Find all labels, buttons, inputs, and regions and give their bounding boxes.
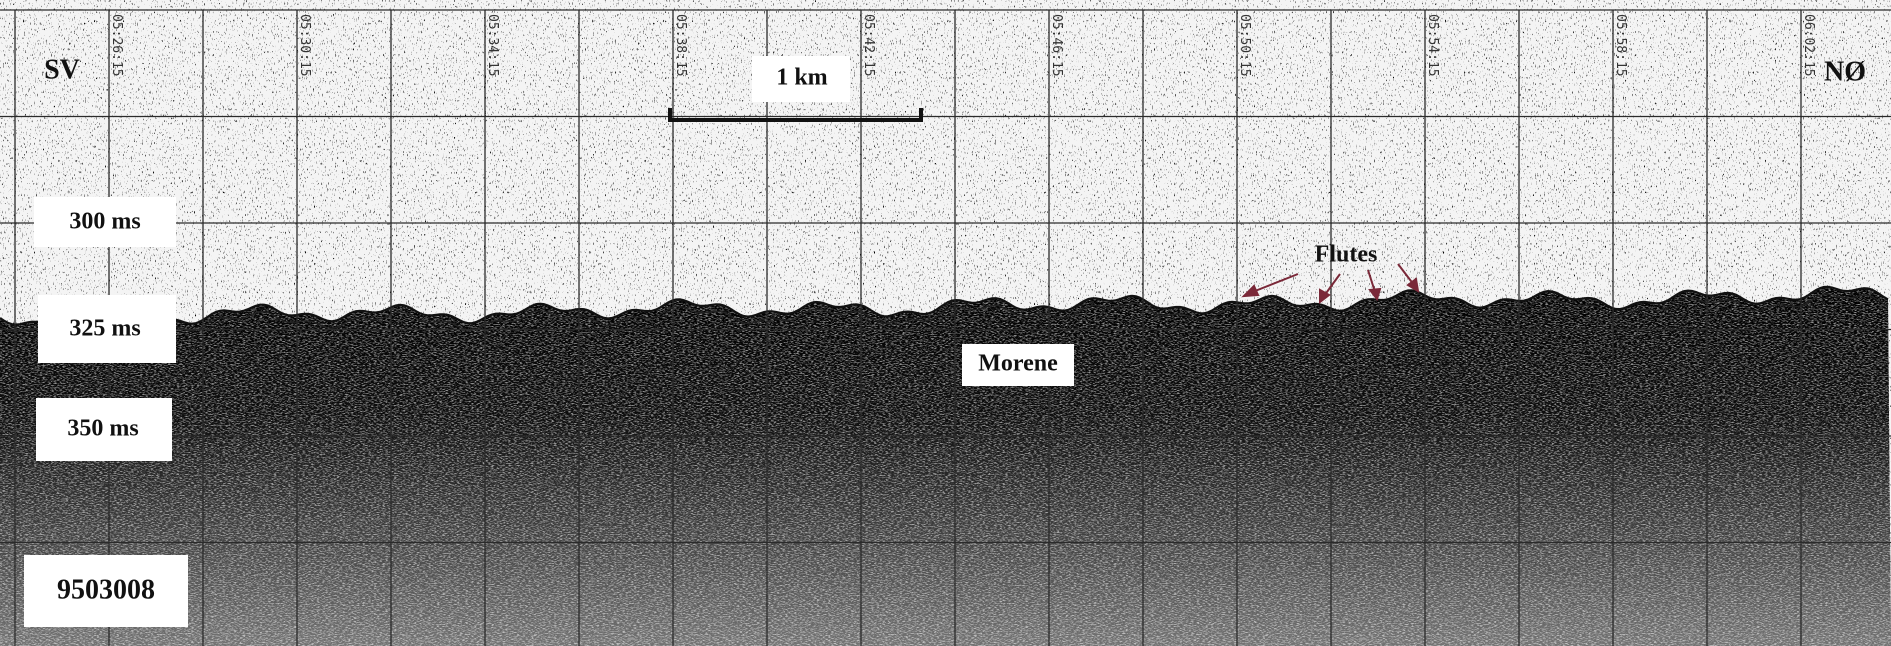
time-mark: 06:02:15 [1801,14,1816,77]
sediment [0,280,1891,646]
time-mark: 05:46:15 [1049,14,1064,77]
time-mark: 05:26:15 [109,14,124,77]
morene-label: Morene [978,351,1058,377]
time-mark: 05:38:15 [673,14,688,77]
time-mark: 05:34:15 [485,14,500,77]
depth-label: 300 ms [69,209,140,235]
time-mark: 05:54:15 [1425,14,1440,77]
fade [0,290,1891,646]
seismic-profile: 05:26:15 05:30:15 05:34:15 05:38:15 05:42:15… [0,0,1891,646]
direction-left: SV [44,54,80,85]
depth-label: 350 ms [67,416,138,442]
scale-label: 1 km [776,65,827,91]
depth-label: 325 ms [69,316,140,342]
time-mark: 05:58:15 [1613,14,1628,77]
time-mark: 05:50:15 [1237,14,1252,77]
flutes-label: Flutes [1315,242,1378,268]
line-id: 9503008 [57,574,155,605]
time-mark: 05:42:15 [861,14,876,77]
time-mark: 05:30:15 [297,14,312,77]
page: 05:26:15 05:30:15 05:34:15 05:38:15 05:42:15… [0,0,1891,646]
direction-right: NØ [1824,56,1866,87]
